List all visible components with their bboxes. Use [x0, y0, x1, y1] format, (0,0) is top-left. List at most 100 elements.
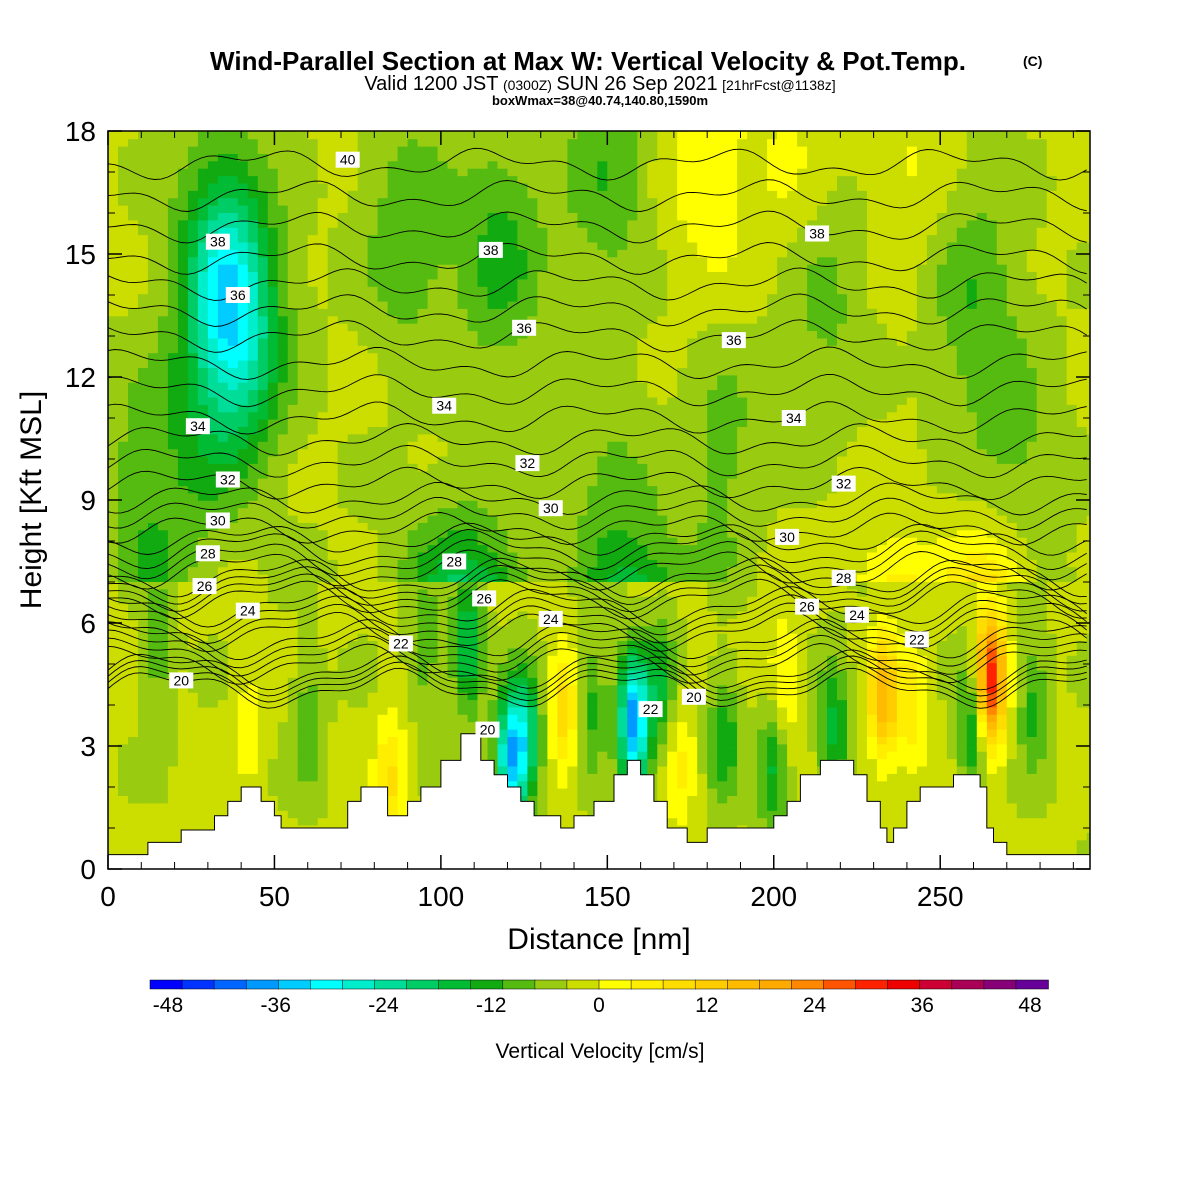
velocity-cell — [128, 345, 139, 354]
velocity-cell — [317, 153, 329, 162]
velocity-cell — [587, 131, 599, 140]
velocity-cell — [407, 500, 419, 509]
velocity-cell — [547, 787, 559, 796]
velocity-cell — [128, 817, 139, 826]
velocity-cell — [347, 374, 359, 383]
velocity-cell — [138, 573, 149, 582]
velocity-cell — [507, 507, 519, 516]
velocity-cell — [297, 241, 309, 250]
velocity-cell — [157, 352, 169, 361]
velocity-cell — [347, 463, 359, 472]
velocity-cell — [347, 795, 359, 804]
velocity-cell — [347, 647, 359, 656]
velocity-cell — [567, 359, 579, 368]
velocity-cell — [547, 780, 559, 789]
velocity-cell — [497, 736, 509, 745]
velocity-cell — [157, 640, 169, 649]
velocity-cell — [267, 544, 279, 553]
velocity-cell — [207, 817, 219, 826]
velocity-cell — [227, 374, 239, 383]
velocity-cell — [267, 780, 279, 789]
velocity-cell — [477, 359, 489, 368]
velocity-cell — [377, 455, 389, 464]
velocity-cell — [537, 330, 549, 339]
velocity-cell — [357, 308, 369, 317]
velocity-cell — [138, 721, 149, 730]
velocity-cell — [207, 714, 219, 723]
velocity-cell — [417, 581, 429, 590]
velocity-cell — [108, 418, 119, 427]
velocity-cell — [217, 758, 229, 767]
velocity-cell — [497, 750, 509, 760]
velocity-cell — [447, 603, 459, 612]
velocity-cell — [417, 226, 429, 236]
velocity-cell — [427, 536, 439, 546]
velocity-cell — [397, 197, 409, 206]
velocity-cell — [457, 441, 469, 450]
velocity-cell — [447, 647, 459, 656]
velocity-cell — [547, 204, 559, 213]
velocity-cell — [397, 765, 409, 774]
velocity-cell — [187, 750, 199, 760]
velocity-cell — [317, 271, 329, 280]
velocity-cell — [347, 293, 359, 302]
velocity-cell — [108, 396, 119, 405]
velocity-cell — [307, 750, 319, 760]
velocity-cell — [577, 160, 589, 169]
velocity-cell — [547, 522, 559, 531]
velocity-cell — [387, 322, 399, 332]
velocity-cell — [277, 507, 289, 516]
velocity-cell — [138, 131, 149, 140]
velocity-cell — [557, 448, 569, 457]
velocity-cell — [387, 802, 399, 811]
velocity-cell — [207, 396, 219, 405]
velocity-cell — [357, 640, 369, 649]
velocity-cell — [567, 441, 579, 450]
velocity-cell — [307, 780, 319, 789]
velocity-cell — [457, 153, 469, 162]
velocity-cell — [237, 219, 249, 228]
velocity-cell — [297, 728, 309, 737]
velocity-cell — [357, 219, 369, 228]
velocity-cell — [547, 706, 559, 715]
velocity-cell — [147, 396, 159, 405]
velocity-cell — [157, 477, 169, 487]
velocity-cell — [317, 514, 329, 523]
velocity-cell — [277, 278, 289, 287]
velocity-cell — [397, 551, 409, 560]
velocity-cell — [437, 131, 449, 140]
velocity-cell — [387, 787, 399, 796]
velocity-cell — [197, 286, 209, 295]
velocity-cell — [157, 286, 169, 295]
velocity-cell — [587, 182, 599, 191]
velocity-cell — [138, 699, 149, 708]
velocity-cell — [537, 175, 549, 184]
velocity-cell — [487, 559, 499, 568]
velocity-cell — [138, 595, 149, 605]
velocity-cell — [567, 588, 579, 597]
velocity-cell — [167, 500, 179, 509]
velocity-cell — [457, 529, 469, 538]
velocity-cell — [487, 359, 499, 368]
velocity-cell — [257, 160, 269, 169]
velocity-cell — [317, 758, 329, 767]
velocity-cell — [377, 728, 389, 737]
velocity-cell — [577, 618, 589, 627]
velocity-cell — [507, 345, 519, 354]
velocity-cell — [118, 581, 129, 590]
velocity-cell — [247, 551, 259, 560]
velocity-cell — [547, 795, 559, 804]
velocity-cell — [217, 145, 229, 154]
velocity-cell — [138, 736, 149, 745]
velocity-cell — [397, 795, 409, 804]
velocity-cell — [317, 249, 329, 258]
velocity-cell — [547, 381, 559, 391]
velocity-cell — [597, 765, 609, 774]
velocity-cell — [138, 286, 149, 295]
velocity-cell — [197, 477, 209, 487]
velocity-cell — [307, 640, 319, 649]
velocity-cell — [507, 566, 519, 575]
velocity-cell — [187, 500, 199, 509]
velocity-cell — [287, 138, 299, 147]
velocity-cell — [417, 773, 429, 782]
